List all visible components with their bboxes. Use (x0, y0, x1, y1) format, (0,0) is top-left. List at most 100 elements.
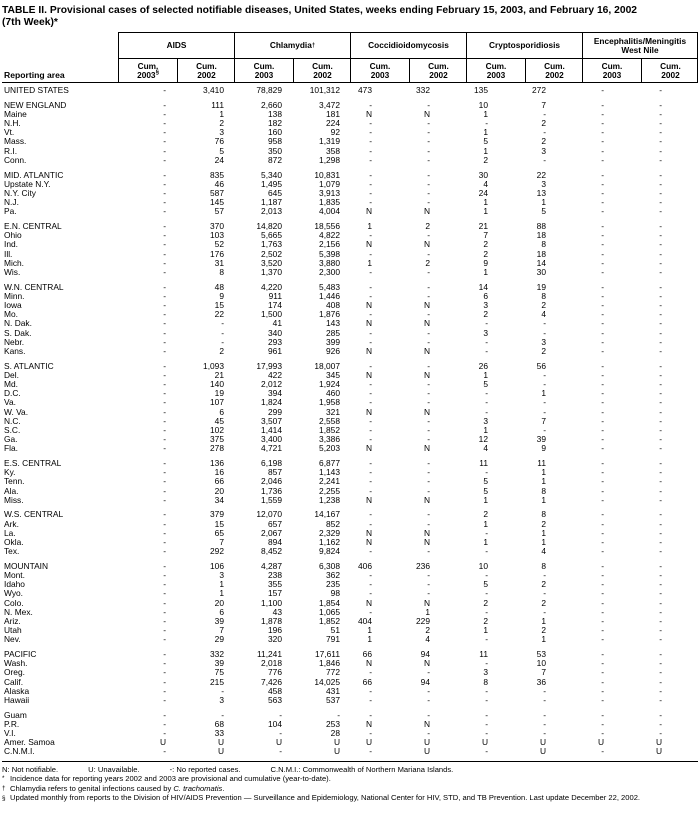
table-row: Kans. - 2 961 926 N N - 2 - - (2, 345, 698, 356)
cell-value: - (369, 118, 372, 129)
cell-value: 5 (219, 145, 224, 156)
cell-value: - (601, 570, 604, 580)
table-row: PACIFIC - 332 11,241 17,611 66 94 11 53 - - (2, 649, 698, 659)
table-row: Miss. - 34 1,559 1,238 N N 1 1 - - (2, 495, 698, 505)
cell-value: - (543, 318, 546, 329)
cell-value: 229 (416, 615, 430, 626)
cell-value: 5,203 (319, 443, 340, 454)
row-area-label: Conn. (4, 155, 27, 165)
row-area-label: Ariz. (4, 616, 21, 626)
cell-value: 1 (483, 625, 488, 636)
cell-value: 1,824 (261, 397, 282, 408)
cell-value: 408 (326, 299, 340, 310)
table-title-line2: (7th Week)* (2, 17, 58, 28)
column-subheaders: Cum. 2003§ Cum. 2002 (119, 59, 234, 82)
cell-value: 24 (478, 187, 488, 198)
cell-value: 26 (478, 360, 488, 371)
cell-value: 3 (483, 415, 488, 426)
cell-value: 5 (483, 485, 488, 496)
cell-value: 18,007 (314, 360, 340, 371)
table-row: Conn. - 24 872 1,298 - - 2 - - - (2, 155, 698, 165)
cell-value: 5 (541, 206, 546, 217)
row-area-label: Calif. (4, 677, 24, 687)
cell-value: - (601, 746, 604, 757)
cell-value: - (163, 694, 166, 705)
cell-value: - (659, 560, 662, 571)
cell-value: U (481, 737, 488, 748)
cell-value: - (601, 560, 604, 571)
cell-value: 2,046 (261, 476, 282, 487)
cell-value: 138 (268, 108, 282, 119)
column-header: Cum. 2003 (235, 59, 293, 82)
cell-value: 1 (483, 206, 488, 217)
table-row: S.C. - 102 1,414 1,852 - - 1 - - - (2, 424, 698, 435)
cell-value: - (369, 309, 372, 320)
cell-value: - (369, 230, 372, 241)
row-area-label: Mass. (4, 137, 27, 147)
column-header: Cum. 2002 (177, 59, 235, 82)
cell-value: 894 (268, 536, 282, 547)
row-area-label: Pa. (4, 207, 17, 217)
cell-value: 8 (541, 485, 546, 496)
row-area-label: Ky. (4, 468, 16, 478)
cell-value: N (423, 206, 430, 217)
cell-value: - (543, 369, 546, 380)
row-area-label: Va. (4, 398, 16, 408)
cell-value: - (601, 187, 604, 198)
cell-value: - (659, 136, 662, 147)
cell-value: 835 (210, 169, 224, 180)
cell-value: 1,414 (261, 424, 282, 435)
cell-value: 961 (268, 345, 282, 356)
cell-value: - (369, 178, 372, 189)
cell-value: 92 (330, 127, 340, 138)
cell-value: 563 (268, 694, 282, 705)
table-body: UNITED STATES -3,410 78,829 101,312 473 332 13… (2, 83, 698, 762)
cell-value: - (163, 570, 166, 580)
cell-value: - (601, 248, 604, 259)
cell-value: - (601, 266, 604, 277)
cell-value: 4,721 (261, 443, 282, 454)
cell-value: 473 (358, 85, 372, 95)
cell-value: 215 (210, 676, 224, 687)
cell-value: 66 (362, 649, 372, 659)
row-area-label: Del. (4, 370, 19, 380)
cell-value: 19 (536, 281, 546, 292)
cell-value: - (601, 118, 604, 129)
cell-value: 66 (214, 476, 224, 487)
cell-value: - (369, 360, 372, 371)
cell-value: - (163, 746, 166, 757)
cell-value: - (659, 197, 662, 208)
cell-value: - (659, 239, 662, 250)
cell-value: 2,300 (319, 266, 340, 277)
cell-value: 145 (210, 197, 224, 208)
cell-value: 2,156 (319, 239, 340, 250)
cell-value: - (427, 397, 430, 408)
cell-value: 1 (219, 588, 224, 599)
cell-value: 362 (326, 570, 340, 580)
cell-value: - (601, 127, 604, 138)
table-section: UNITED STATES - 3,410 78,829 101,312 473 332 13… (2, 85, 698, 95)
table-row: Pa. - 57 2,013 4,004 N N 1 5 - - (2, 207, 698, 216)
cell-value: 293 (268, 336, 282, 347)
cell-value: 1,736 (261, 485, 282, 496)
row-area-label: Minn. (4, 291, 25, 301)
cell-value: - (601, 467, 604, 478)
cell-value: - (369, 336, 372, 347)
row-area-label: W.S. CENTRAL (4, 510, 64, 520)
cell-value: N (423, 299, 430, 310)
cell-value: 285 (326, 327, 340, 338)
cell-value: - (427, 230, 430, 241)
cell-value: - (543, 397, 546, 408)
cell-value: 2 (425, 257, 430, 268)
cell-value: - (601, 108, 604, 119)
row-area-label: Iowa (4, 300, 22, 310)
cell-value: - (601, 369, 604, 380)
cell-value: - (485, 570, 488, 580)
cell-value: - (163, 336, 166, 347)
cell-value: - (601, 485, 604, 496)
cell-value: - (369, 746, 372, 757)
cell-value: 4 (483, 443, 488, 454)
cell-value: N (365, 718, 372, 729)
cell-value: 51 (330, 625, 340, 636)
table-row: Upstate N.Y. - 46 1,495 1,079 - - 4 3 - - (2, 178, 698, 189)
